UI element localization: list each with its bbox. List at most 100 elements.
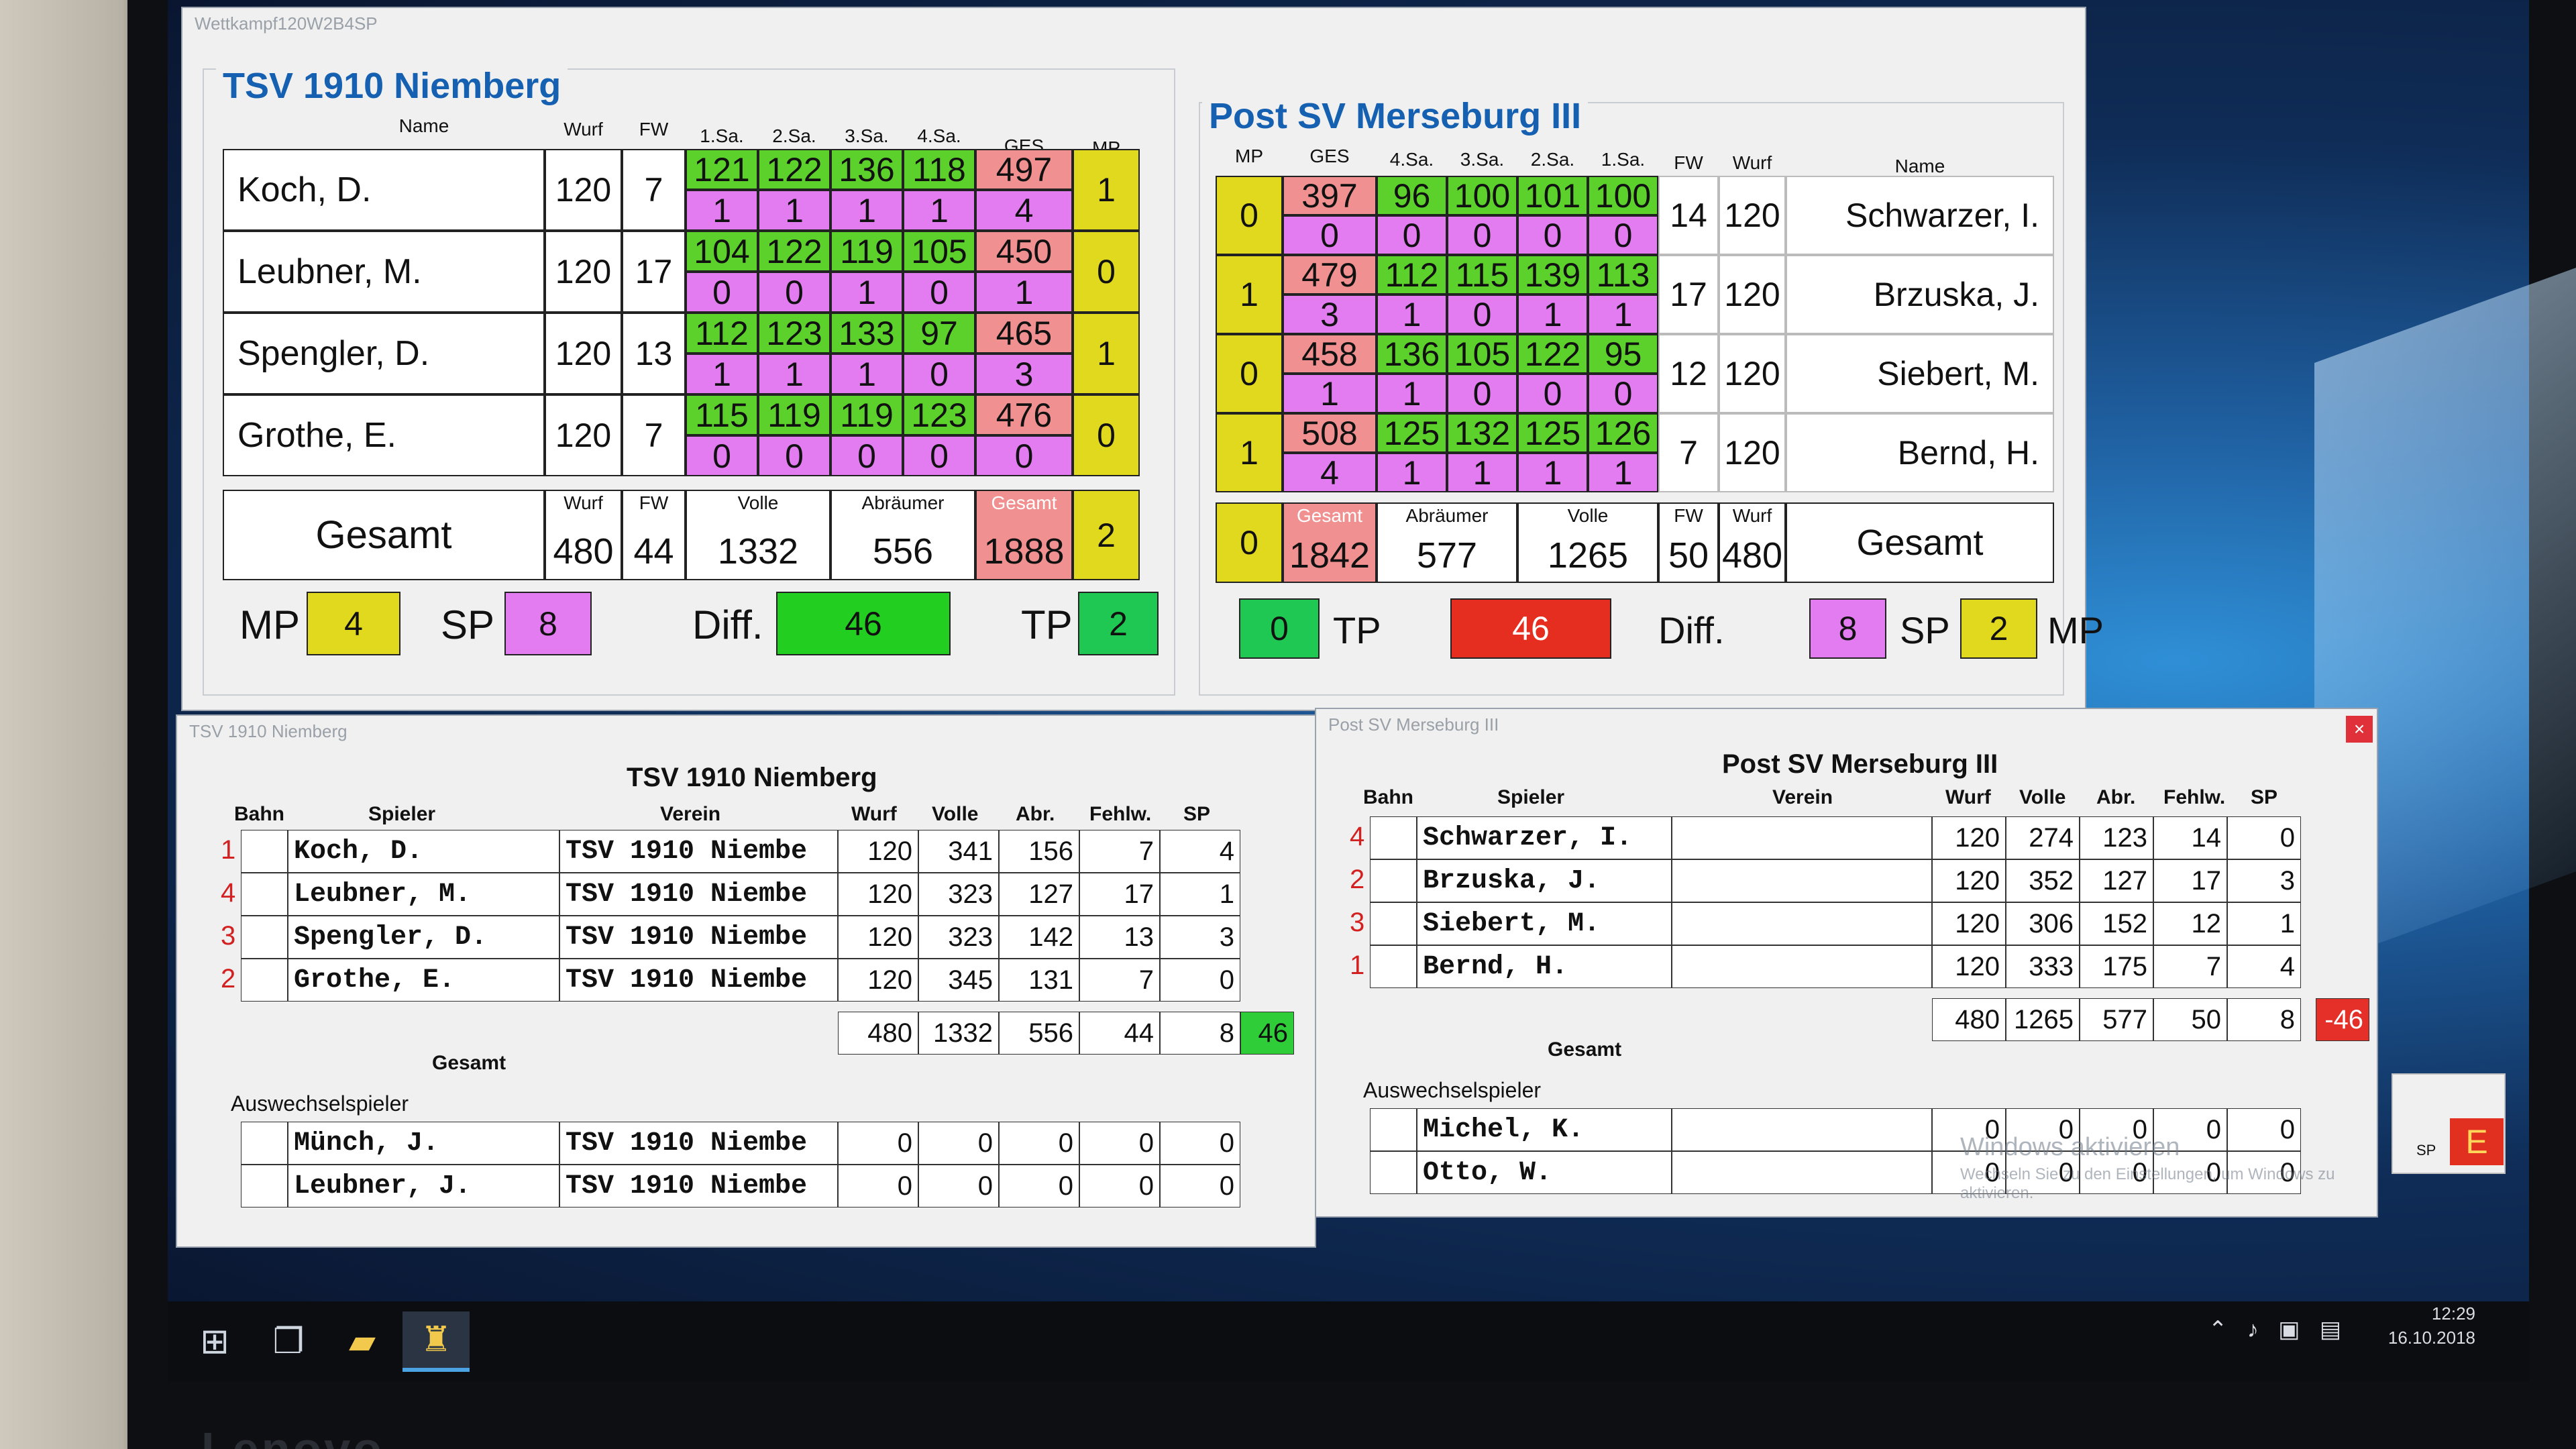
e-badge[interactable]: E [2450, 1118, 2504, 1165]
player-fw: 13 [622, 313, 686, 394]
player-fw: 17 [1658, 255, 1719, 334]
gesamt-wurf: 480 [838, 1012, 918, 1055]
set-score: 104 [686, 231, 758, 272]
set-point: 0 [1517, 215, 1588, 255]
total-wurf: 480 [1719, 502, 1786, 583]
gesamt-abr: 556 [999, 1012, 1079, 1055]
cell-volle: 0 [2006, 1108, 2080, 1151]
row-select-cell [241, 830, 288, 873]
lane-number: 2 [221, 964, 236, 994]
cell-sp: 3 [1160, 916, 1240, 959]
tray-icons[interactable]: ⌃ ♪ ▣ ▤ [2208, 1317, 2348, 1342]
cell-abr: 123 [2080, 816, 2153, 859]
gesamt-sp: 8 [2227, 998, 2301, 1041]
row-select-cell [1370, 816, 1417, 859]
guest-panel [1199, 102, 2064, 696]
set-score: 105 [903, 231, 975, 272]
set-score: 115 [1447, 255, 1517, 294]
set-point: 1 [758, 190, 830, 231]
set-point: 0 [903, 272, 975, 313]
total-fw: 44 [622, 490, 686, 580]
set-score: 121 [686, 149, 758, 190]
set-point: 0 [1447, 294, 1517, 334]
row-select-cell [241, 916, 288, 959]
set-score: 122 [758, 231, 830, 272]
player-name: Schwarzer, I. [1417, 816, 1672, 859]
col-header-verein: Verein [1772, 786, 1833, 808]
player-fw: 7 [1658, 413, 1719, 492]
set-point: 1 [830, 190, 903, 231]
gesamt-label: Gesamt [1548, 1038, 1622, 1061]
window-title: TSV 1910 Niemberg [189, 721, 347, 741]
cell-fehlw: 12 [2153, 902, 2227, 945]
set-point: 1 [1377, 453, 1447, 492]
gesamt-fehlw: 50 [2153, 998, 2227, 1041]
total-abr: 556 [830, 490, 975, 580]
player-wurf: 120 [545, 231, 622, 313]
summary-diff-label: Diff. [692, 602, 763, 647]
cell-fehlw: 7 [2153, 945, 2227, 988]
total-score: 458 [1283, 334, 1377, 374]
total-score: 479 [1283, 255, 1377, 294]
cell-abr: 131 [999, 959, 1079, 1002]
windows-start-icon[interactable]: ⊞ [200, 1322, 229, 1361]
subs-label: Auswechselspieler [231, 1091, 409, 1116]
player-fw: 14 [1658, 176, 1719, 255]
club-name [1672, 859, 1932, 902]
task-view-icon[interactable]: ❐ [272, 1322, 305, 1361]
col-header-s1: 1.Sa. [1601, 149, 1646, 170]
cell-wurf: 120 [1932, 859, 2006, 902]
col-header-volle: Volle [2019, 786, 2066, 808]
cell-abr: 175 [2080, 945, 2153, 988]
player-name: Brzuska, J. [1417, 859, 1672, 902]
cell-wurf: 0 [1932, 1108, 2006, 1151]
bowling-app-icon[interactable]: ♜ [402, 1311, 470, 1372]
gesamt-abr: 577 [2080, 998, 2153, 1041]
set-score: 119 [830, 231, 903, 272]
set-score: 112 [686, 313, 758, 354]
player-name: Münch, J. [288, 1122, 559, 1165]
cell-wurf: 0 [1932, 1151, 2006, 1194]
player-name: Brzuska, J. [1786, 255, 2054, 334]
total-fw-label: FW [639, 492, 669, 513]
cell-abr: 0 [999, 1165, 1079, 1208]
total-fw-label: FW [1674, 505, 1703, 526]
set-score: 123 [758, 313, 830, 354]
match-point: 1 [1073, 149, 1140, 231]
summary-sp-label: SP [441, 602, 495, 647]
set-score: 126 [1588, 413, 1658, 453]
gesamt-label: Gesamt [1786, 502, 2054, 583]
set-score: 132 [1447, 413, 1517, 453]
cell-sp: 0 [1160, 1165, 1240, 1208]
set-score: 100 [1447, 176, 1517, 215]
row-select-cell [241, 959, 288, 1002]
total-volle-label: Volle [737, 492, 779, 513]
cell-volle: 306 [2006, 902, 2080, 945]
col-header-s3: 3.Sa. [845, 125, 889, 146]
tray-clock[interactable]: 12:29 16.10.2018 [2388, 1301, 2475, 1350]
cell-wurf: 120 [1932, 902, 2006, 945]
club-name [1672, 945, 1932, 988]
guest-team-title: Post SV Merseburg III [1202, 95, 1589, 137]
activation-watermark-sub: Wechseln Sie zu den Einstellungen, um Wi… [1960, 1165, 2335, 1202]
set-score: 139 [1517, 255, 1588, 294]
file-explorer-icon[interactable]: ▰ [349, 1322, 376, 1361]
set-score: 119 [758, 394, 830, 435]
scoreboard-window: Wettkampf120W2B4SP TSV 1910 Niemberg Pos… [181, 7, 2104, 711]
set-score: 125 [1377, 413, 1447, 453]
subs-label: Auswechselspieler [1363, 1078, 1542, 1102]
total-mp: 2 [1073, 490, 1140, 580]
cell-abr: 156 [999, 830, 1079, 873]
player-fw: 12 [1658, 334, 1719, 413]
set-point: 1 [686, 190, 758, 231]
close-button[interactable]: × [2346, 716, 2373, 743]
set-point: 0 [830, 435, 903, 476]
set-score: 125 [1517, 413, 1588, 453]
player-name: Leubner, M. [288, 873, 559, 916]
set-score: 123 [903, 394, 975, 435]
col-header-s4: 4.Sa. [1389, 149, 1434, 170]
cell-sp: 1 [2227, 902, 2301, 945]
col-header-mp: MP [1235, 146, 1263, 166]
set-point: 1 [758, 354, 830, 394]
window-title: Wettkampf120W2B4SP [195, 13, 378, 34]
